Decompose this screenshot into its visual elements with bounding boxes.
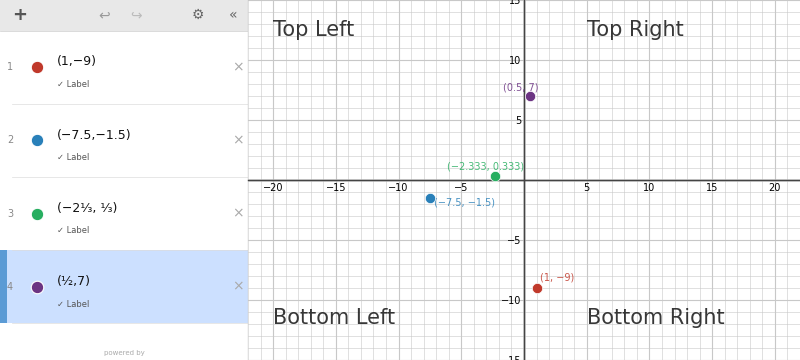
Point [524,93,537,99]
Bar [0,0,248,31]
Text: (−7.5, −1.5): (−7.5, −1.5) [434,198,494,208]
Text: (0.5, 7): (0.5, 7) [502,82,538,93]
Text: ↪: ↪ [130,8,142,22]
Text: ✓ Label: ✓ Label [57,80,90,89]
Text: ×: × [232,60,244,74]
Point [488,173,501,179]
Text: 3: 3 [7,208,13,219]
Text: ×: × [232,207,244,221]
Text: Bottom Left: Bottom Left [273,308,395,328]
Text: Top Left: Top Left [273,20,354,40]
Text: (1, −9): (1, −9) [540,272,574,282]
Text: ×: × [232,280,244,294]
Text: ✓ Label: ✓ Label [57,300,90,309]
Text: ⚙: ⚙ [192,8,205,22]
Text: (1,−9): (1,−9) [57,55,97,68]
Text: +: + [12,6,27,24]
Text: ✓ Label: ✓ Label [57,226,90,235]
Text: (−7.5,−1.5): (−7.5,−1.5) [57,129,132,141]
Text: «: « [229,8,238,22]
Text: 4: 4 [7,282,13,292]
Text: ×: × [232,134,244,147]
Text: Bottom Right: Bottom Right [586,308,724,328]
Text: powered by: powered by [104,350,144,356]
Bar [0,250,248,323]
Bar [0,250,7,323]
Text: (½,7): (½,7) [57,275,91,288]
Text: 1: 1 [7,62,13,72]
Text: ↩: ↩ [98,8,110,22]
Text: (−2¹⁄₃, ¹⁄₃): (−2¹⁄₃, ¹⁄₃) [57,202,118,215]
Point [423,195,436,201]
Text: (−2.333, 0.333): (−2.333, 0.333) [447,161,524,171]
Text: Top Right: Top Right [586,20,683,40]
Text: ✓ Label: ✓ Label [57,153,90,162]
Point [530,285,543,291]
Text: 2: 2 [6,135,13,145]
